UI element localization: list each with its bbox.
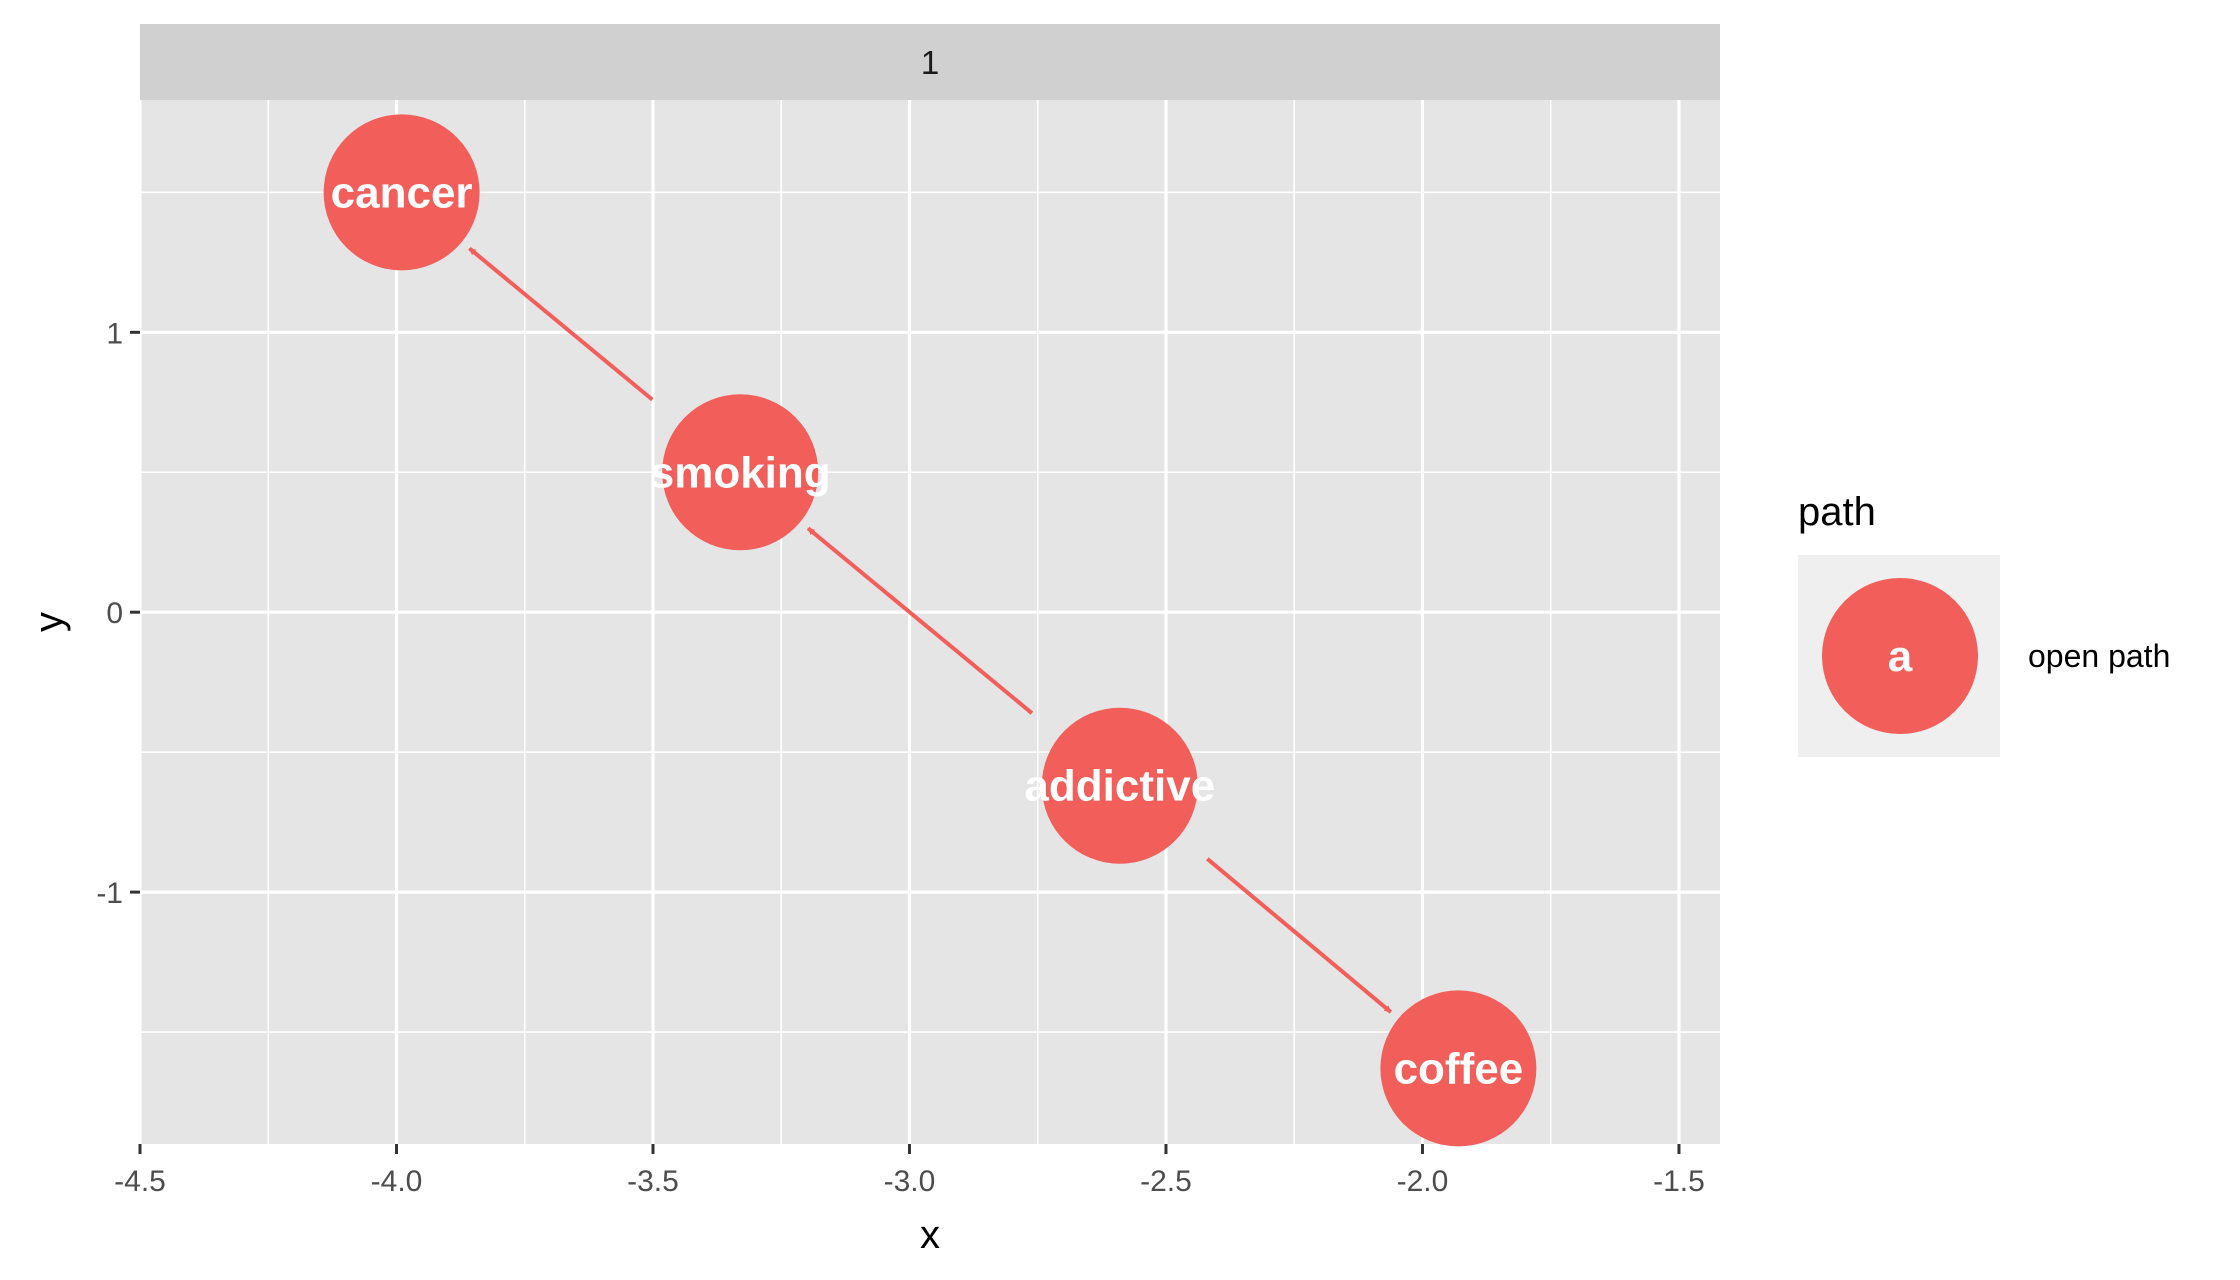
x-axis: -4.5 -4.0 -3.5 -3.0 -2.5 -2.0 -1.5 bbox=[114, 1144, 1705, 1198]
node-smoking bbox=[662, 394, 819, 551]
node-coffee bbox=[1380, 990, 1537, 1147]
x-tick-label: -4.5 bbox=[114, 1165, 166, 1198]
y-axis: -1 0 1 bbox=[96, 317, 140, 910]
plot-panel bbox=[140, 100, 1720, 1144]
edge-addictive-to-coffee bbox=[1206, 857, 1393, 1014]
x-tick-label: -1.5 bbox=[1653, 1165, 1705, 1198]
node-label-cancer: cancer bbox=[331, 168, 473, 217]
node-label-smoking: smoking bbox=[650, 448, 831, 497]
x-axis-title: x bbox=[920, 1213, 940, 1257]
legend-title: path bbox=[1798, 490, 1876, 534]
edge-smoking-to-cancer bbox=[468, 246, 654, 402]
x-tick-label: -2.0 bbox=[1397, 1165, 1449, 1198]
x-tick-label: -3.5 bbox=[627, 1165, 679, 1198]
edges bbox=[468, 246, 1393, 1014]
node-addictive bbox=[1041, 707, 1198, 864]
facet-strip bbox=[140, 24, 1720, 100]
y-axis-title: y bbox=[27, 612, 71, 632]
major-grid bbox=[138, 100, 1720, 1144]
legend-key-text: a bbox=[1888, 632, 1913, 681]
facet-strip-label: 1 bbox=[921, 44, 939, 81]
x-tick-label: -3.0 bbox=[884, 1165, 936, 1198]
y-tick-label: 1 bbox=[106, 317, 123, 350]
y-tick-label: -1 bbox=[96, 877, 123, 910]
nodes: cancer smoking addictive coffee bbox=[323, 114, 1537, 1147]
legend-entry-label: open path bbox=[2028, 638, 2170, 674]
x-tick-label: -2.5 bbox=[1140, 1165, 1192, 1198]
node-cancer bbox=[323, 114, 480, 271]
x-tick-label: -4.0 bbox=[371, 1165, 423, 1198]
node-label-coffee: coffee bbox=[1394, 1044, 1524, 1093]
y-tick-label: 0 bbox=[106, 597, 123, 630]
legend: path a open path bbox=[1798, 490, 2170, 757]
node-label-addictive: addictive bbox=[1024, 762, 1215, 811]
edge-addictive-to-smoking bbox=[806, 526, 1034, 715]
legend-key-circle bbox=[1822, 578, 1978, 734]
